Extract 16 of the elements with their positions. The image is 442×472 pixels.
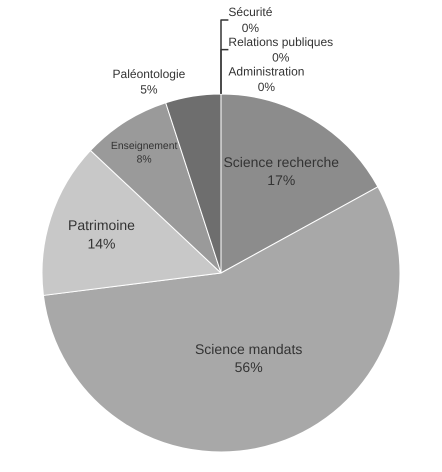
data-label: 5%: [140, 82, 158, 97]
text: 0%: [258, 80, 276, 94]
slice-label: Patrimoine: [68, 217, 136, 234]
data-label: 8%: [136, 154, 152, 166]
category-label: Sécurité: [228, 5, 272, 20]
category-label: Relations publiques: [228, 34, 334, 49]
data-label: 56%: [234, 359, 263, 376]
slice-label: Science mandats: [194, 341, 302, 358]
data-label: 14%: [87, 235, 116, 252]
slice-label: Science recherche: [223, 154, 340, 170]
text: 0%: [272, 50, 290, 64]
data-label: 17%: [267, 172, 296, 188]
slice-label: Paléontologie: [112, 66, 186, 81]
slice-label: Enseignement: [110, 140, 178, 152]
text: 0%: [242, 20, 260, 35]
category-label: Administration: [228, 64, 304, 78]
